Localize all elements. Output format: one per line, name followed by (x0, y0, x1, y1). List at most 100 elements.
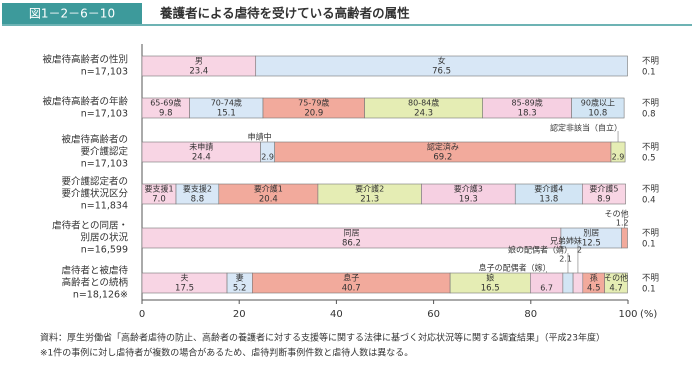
row-label: 被虐待高齢者の (61, 134, 128, 146)
row-label: n=17,103 (81, 159, 128, 170)
x-tick-label: 60 (427, 309, 440, 320)
row-label: 虐待者と被虐待 (61, 265, 128, 277)
figure-label-box (2, 3, 142, 24)
unknown-value: 0.4 (642, 196, 656, 206)
bar-segment (562, 272, 574, 294)
bar-segment (604, 272, 628, 294)
value-label: 10.8 (588, 109, 607, 119)
segment-name: その他 (605, 209, 629, 219)
x-tick-label: 20 (233, 309, 246, 320)
segment-name: 別居 (583, 229, 599, 238)
value-label: 20.4 (259, 195, 278, 205)
unknown-value: 0.8 (642, 110, 656, 120)
value-label: 15.1 (217, 109, 236, 119)
value-label: 17.5 (175, 284, 194, 294)
value-label: 86.2 (342, 239, 361, 249)
segment-name: 孫 (590, 273, 598, 283)
segment-name: 90歳以上 (581, 98, 615, 108)
bar-segment (255, 55, 628, 77)
bar-segment (571, 97, 625, 119)
x-tick-label: 100 (618, 309, 637, 320)
value-label: 7.0 (152, 195, 166, 205)
value-label: 4.7 (609, 284, 623, 294)
segment-name: 要介護5 (589, 184, 618, 194)
segment-name: 認定非該当（自立） (550, 123, 622, 133)
row-label: 虐待者との同居・ (52, 220, 128, 232)
segment-name: 未申請 (189, 142, 213, 152)
value-label: 2.9 (612, 153, 625, 162)
value-label: 9.8 (159, 109, 173, 119)
segment-name: 同居 (343, 229, 359, 238)
value-label: 69.2 (433, 153, 452, 163)
value-label: 2.1 (559, 255, 572, 264)
unknown-label: 不明 (642, 229, 659, 239)
segment-name: 80-84歳 (408, 98, 439, 108)
segment-name: 認定済み (427, 142, 459, 152)
segment-name: 夫 (181, 273, 189, 283)
value-label: 16.5 (481, 284, 500, 294)
unknown-label: 不明 (642, 99, 659, 109)
value-label: 21.3 (360, 195, 379, 205)
x-tick-label: 40 (330, 309, 343, 320)
value-label: 6.7 (540, 284, 553, 293)
segment-name: 要支援1 (144, 184, 173, 194)
value-label: 1.2 (616, 219, 629, 228)
segment-name: 息子の配偶者（嫁） (479, 263, 551, 273)
row-label: 別居の状況 (80, 232, 128, 244)
value-label: 4.5 (587, 284, 601, 294)
segment-name: 娘の配偶者（婿） (508, 245, 572, 255)
segment-name: 要介護3 (454, 184, 483, 194)
segment-name: 要介護4 (534, 184, 563, 194)
value-label: 18.3 (518, 109, 537, 119)
value-label: 24.4 (192, 153, 211, 163)
segment-name: 要支援2 (183, 184, 212, 194)
segment-name: その他 (604, 273, 628, 283)
unknown-value: 0.1 (642, 285, 656, 295)
value-label: 76.5 (432, 67, 451, 77)
unknown-value: 0.5 (642, 154, 656, 164)
row-label: 要介護認定者の (61, 176, 128, 188)
row-label: n=16,599 (81, 245, 128, 256)
segment-name: 要介護1 (254, 184, 283, 194)
bar-segment (621, 227, 628, 249)
value-label: 12.5 (582, 239, 601, 249)
unknown-label: 不明 (642, 143, 659, 153)
value-label: 2 (577, 246, 582, 255)
row-label: 要介護認定 (80, 146, 128, 158)
row-label: n=18,126※ (73, 290, 128, 301)
segment-name: 申請中 (248, 132, 272, 142)
value-label: 23.4 (189, 67, 208, 77)
chart-title: 養護者による虐待を受けている高齢者の属性 (159, 6, 410, 21)
segment-name: 85-89歳 (512, 98, 543, 108)
value-label: 8.9 (597, 195, 611, 205)
note: ※1件の事例に対し虐待者が複数の場合があるため、虐待判断事例件数と虐待人数は異な… (40, 347, 413, 359)
unknown-label: 不明 (642, 274, 659, 284)
value-label: 24.3 (414, 109, 433, 119)
row-label: 被虐待高齢者の性別 (42, 54, 128, 66)
segment-name: 要介護2 (355, 184, 384, 194)
x-unit: (%) (640, 309, 657, 320)
figure-label: 図1－2－6－10 (29, 7, 115, 21)
value-label: 5.2 (233, 284, 247, 294)
segment-name: 息子 (343, 273, 359, 283)
x-tick-label: 80 (524, 309, 537, 320)
value-label: 2.9 (261, 153, 274, 162)
segment-name: 妻 (236, 273, 244, 283)
bar-segment (572, 272, 584, 294)
value-label: 19.3 (459, 195, 478, 205)
unknown-value: 0.1 (642, 68, 656, 78)
row-label: 要介護状況区分 (61, 188, 128, 200)
row-label: n=17,103 (81, 67, 128, 78)
segment-name: 75-79歳 (298, 98, 329, 108)
value-label: 20.9 (304, 109, 323, 119)
bar-segment (582, 183, 626, 205)
segment-name: 兄弟姉妹 (550, 236, 582, 246)
segment-name: 男 (195, 57, 203, 66)
x-tick-label: 0 (139, 309, 145, 320)
unknown-value: 0.1 (642, 240, 656, 250)
value-label: 8.8 (191, 195, 205, 205)
note: 資料：厚生労働省「高齢者虐待の防止、高齢者の養護者に対する支援等に関する法律に基… (40, 332, 605, 344)
segment-name: 65-69歳 (150, 98, 181, 108)
value-label: 13.8 (539, 195, 558, 205)
segment-name: 70-74歳 (211, 98, 242, 108)
